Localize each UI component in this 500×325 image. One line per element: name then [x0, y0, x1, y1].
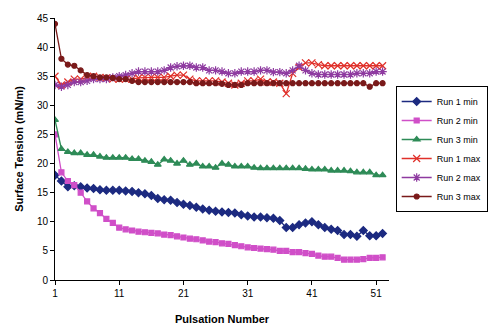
svg-text:35: 35	[37, 71, 49, 82]
svg-text:Run 3 max: Run 3 max	[437, 192, 481, 202]
svg-text:51: 51	[371, 288, 383, 299]
svg-text:20: 20	[37, 158, 49, 169]
svg-text:Run 2 max: Run 2 max	[437, 173, 481, 183]
svg-text:Run 3 min: Run 3 min	[437, 135, 478, 145]
svg-text:30: 30	[37, 100, 49, 111]
svg-text:41: 41	[306, 288, 318, 299]
svg-text:1: 1	[52, 288, 58, 299]
svg-text:25: 25	[37, 129, 49, 140]
svg-text:11: 11	[114, 288, 125, 299]
svg-text:31: 31	[242, 288, 254, 299]
svg-text:10: 10	[37, 216, 49, 227]
svg-text:Surface Tension (mN/m): Surface Tension (mN/m)	[13, 86, 25, 212]
svg-text:Run 1 min: Run 1 min	[437, 97, 478, 107]
svg-text:21: 21	[178, 288, 190, 299]
svg-text:40: 40	[37, 42, 49, 53]
svg-text:0: 0	[42, 275, 48, 286]
svg-text:5: 5	[42, 245, 48, 256]
svg-text:Run 2 min: Run 2 min	[437, 116, 478, 126]
svg-text:45: 45	[37, 13, 49, 24]
svg-text:Pulsation Number: Pulsation Number	[175, 313, 270, 325]
svg-text:Run 1 max: Run 1 max	[437, 154, 481, 164]
svg-text:15: 15	[37, 187, 49, 198]
